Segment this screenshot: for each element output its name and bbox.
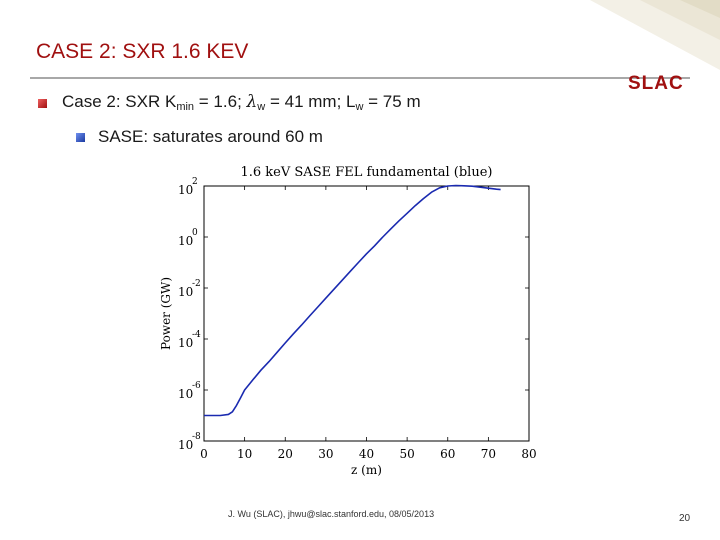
title-divider [30, 77, 690, 79]
y-tick-base: 10 [178, 183, 193, 197]
x-tick-label: 40 [359, 447, 374, 461]
bullet1-k-subscript: min [176, 101, 195, 113]
footer-credit: J. Wu (SLAC), jhwu@slac.stanford.edu, 08… [228, 509, 435, 519]
power-vs-z-chart: 0 10 20 30 40 50 60 70 8010210010-210-410-610-81… [159, 165, 537, 477]
bullet1-mid2: = 41 mm; L [265, 92, 356, 111]
x-tick-label: 80 [521, 447, 536, 461]
slide-title: CASE 2: SXR 1.6 KEV [36, 40, 249, 63]
x-tick-label: 70 [481, 447, 496, 461]
page-number: 20 [679, 513, 691, 524]
x-tick-label: 10 [237, 447, 252, 461]
x-axis-label: z (m) [351, 463, 382, 477]
plot-frame [203, 185, 530, 442]
y-tick-exponent: 0 [192, 228, 198, 238]
sub-bullet-square-icon [76, 133, 85, 142]
y-tick-base: 10 [178, 438, 193, 452]
y-tick-exponent: -6 [192, 381, 201, 391]
bullet-square-icon [38, 99, 47, 108]
chart-title: 1.6 keV SASE FEL fundamental (blue) [241, 165, 493, 180]
bullet1-prefix: Case 2: SXR K [62, 92, 177, 111]
x-tick-label: 20 [278, 447, 293, 461]
x-tick-label: 0 [200, 447, 208, 461]
bullet1-lambda-subscript: w [257, 101, 266, 113]
y-tick-base: 10 [178, 234, 193, 248]
y-tick-exponent: 2 [192, 177, 198, 187]
y-tick-base: 10 [178, 387, 193, 401]
bullet1-mid: = 1.6; [194, 92, 247, 111]
y-tick-base: 10 [178, 285, 193, 299]
power-series-line [204, 184, 501, 417]
y-axis-label: Power (GW) [159, 277, 173, 350]
y-tick-exponent: -8 [192, 432, 201, 442]
x-tick-label: 30 [318, 447, 333, 461]
bullet-case-parameters: Case 2: SXR Kmin = 1.6; λw = 41 mm; Lw =… [62, 92, 421, 113]
y-tick-base: 10 [178, 336, 193, 350]
slac-logo: SLAC [628, 73, 684, 94]
x-tick-label: 50 [399, 447, 414, 461]
y-tick-exponent: -4 [192, 330, 201, 340]
bullet1-l-subscript: w [355, 101, 364, 113]
corner-decoration [590, 0, 720, 70]
bullet-sase-saturation: SASE: saturates around 60 m [98, 127, 323, 146]
y-tick-exponent: -2 [192, 279, 201, 289]
lambda-symbol: λ [246, 92, 258, 112]
bullet1-suffix: = 75 m [363, 92, 421, 111]
x-tick-label: 60 [440, 447, 455, 461]
